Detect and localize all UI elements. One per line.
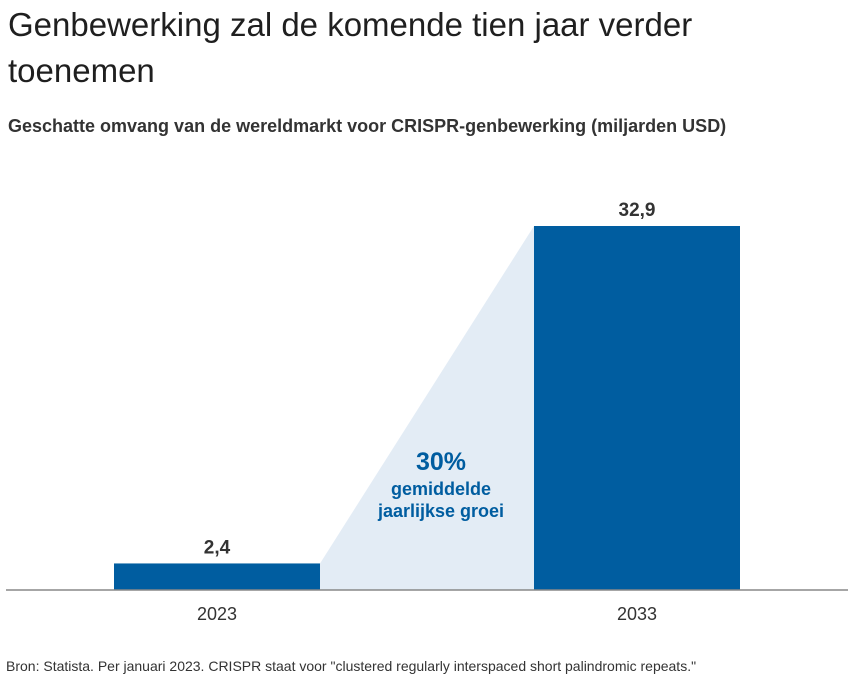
x-tick-label-2033: 2033 <box>617 604 657 624</box>
bar-2023 <box>114 563 320 590</box>
growth-caption-line1: gemiddelde <box>391 479 491 499</box>
growth-wedge <box>320 226 534 590</box>
chart-title: Genbewerking zal de komende tien jaar ve… <box>8 6 693 89</box>
source-note: Bron: Statista. Per januari 2023. CRISPR… <box>6 658 697 674</box>
bar-chart: 30% gemiddelde jaarlijkse groei 2,4 2023 3… <box>6 200 848 624</box>
chart-subtitle: Geschatte omvang van de wereldmarkt voor… <box>8 116 727 136</box>
growth-rate-label: 30% <box>416 448 466 476</box>
growth-caption-line2: jaarlijkse groei <box>377 501 504 521</box>
value-label-2033: 32,9 <box>619 200 656 221</box>
value-label-2023: 2,4 <box>204 537 231 558</box>
x-tick-label-2023: 2023 <box>197 604 237 624</box>
bar-2033 <box>534 226 740 590</box>
